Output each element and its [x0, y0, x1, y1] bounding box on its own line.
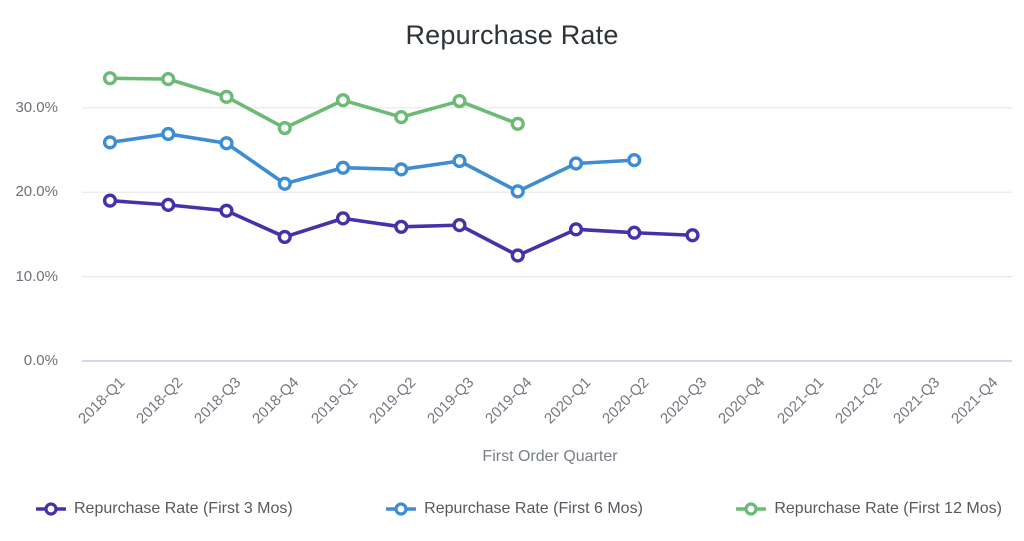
x-axis-title: First Order Quarter	[482, 448, 618, 465]
data-point-marker	[219, 203, 234, 218]
data-point-marker	[102, 135, 118, 150]
legend-item-1[interactable]: Repurchase Rate (First 3 Mos)	[36, 500, 293, 518]
y-tick-label: 20.0%	[15, 183, 58, 201]
legend: Repurchase Rate (First 3 Mos) Repurchase …	[36, 495, 1002, 523]
data-point-marker	[277, 120, 292, 136]
data-point-marker	[219, 89, 234, 104]
data-point-marker	[394, 109, 409, 125]
legend-marker-icon	[736, 502, 767, 516]
data-point-marker	[627, 225, 642, 240]
data-point-marker	[510, 248, 525, 263]
data-point-marker	[219, 136, 234, 151]
data-point-marker	[277, 176, 292, 191]
legend-marker-icon	[386, 502, 417, 516]
chart-title: Repurchase Rate	[405, 20, 619, 50]
data-point-marker	[568, 156, 584, 171]
data-point-marker	[568, 222, 584, 237]
y-tick-label: 10.0%	[15, 267, 58, 285]
data-point-marker	[335, 211, 351, 226]
legend-marker-icon	[36, 502, 66, 516]
legend-item-2[interactable]: Repurchase Rate (First 6 Mos)	[386, 500, 643, 518]
data-point-marker	[394, 162, 409, 177]
data-point-marker	[102, 193, 118, 208]
data-point-marker	[161, 197, 176, 212]
y-tick-label: 30.0%	[15, 98, 58, 116]
data-point-marker	[627, 153, 642, 168]
plot-area	[82, 71, 1012, 362]
legend-label: Repurchase Rate (First 3 Mos)	[74, 500, 293, 517]
series-3-line	[102, 71, 525, 136]
series-1-line	[102, 193, 700, 263]
data-point-marker	[510, 116, 525, 131]
data-point-marker	[394, 219, 409, 234]
data-point-marker	[277, 229, 292, 245]
data-point-marker	[161, 72, 176, 87]
data-point-marker	[161, 126, 176, 142]
series-2-line	[102, 126, 642, 199]
data-point-marker	[335, 160, 351, 175]
legend-label: Repurchase Rate (First 6 Mos)	[424, 500, 643, 517]
data-point-marker	[685, 228, 700, 243]
data-point-marker	[510, 184, 525, 199]
legend-item-3[interactable]: Repurchase Rate (First 12 Mos)	[736, 500, 1002, 518]
y-tick-label: 0.0%	[23, 352, 58, 369]
data-point-marker	[452, 93, 467, 109]
data-point-marker	[452, 153, 467, 169]
data-point-marker	[335, 93, 351, 108]
data-point-marker	[102, 71, 118, 86]
data-point-marker	[452, 218, 467, 233]
legend-label: Repurchase Rate (First 12 Mos)	[774, 500, 1002, 517]
